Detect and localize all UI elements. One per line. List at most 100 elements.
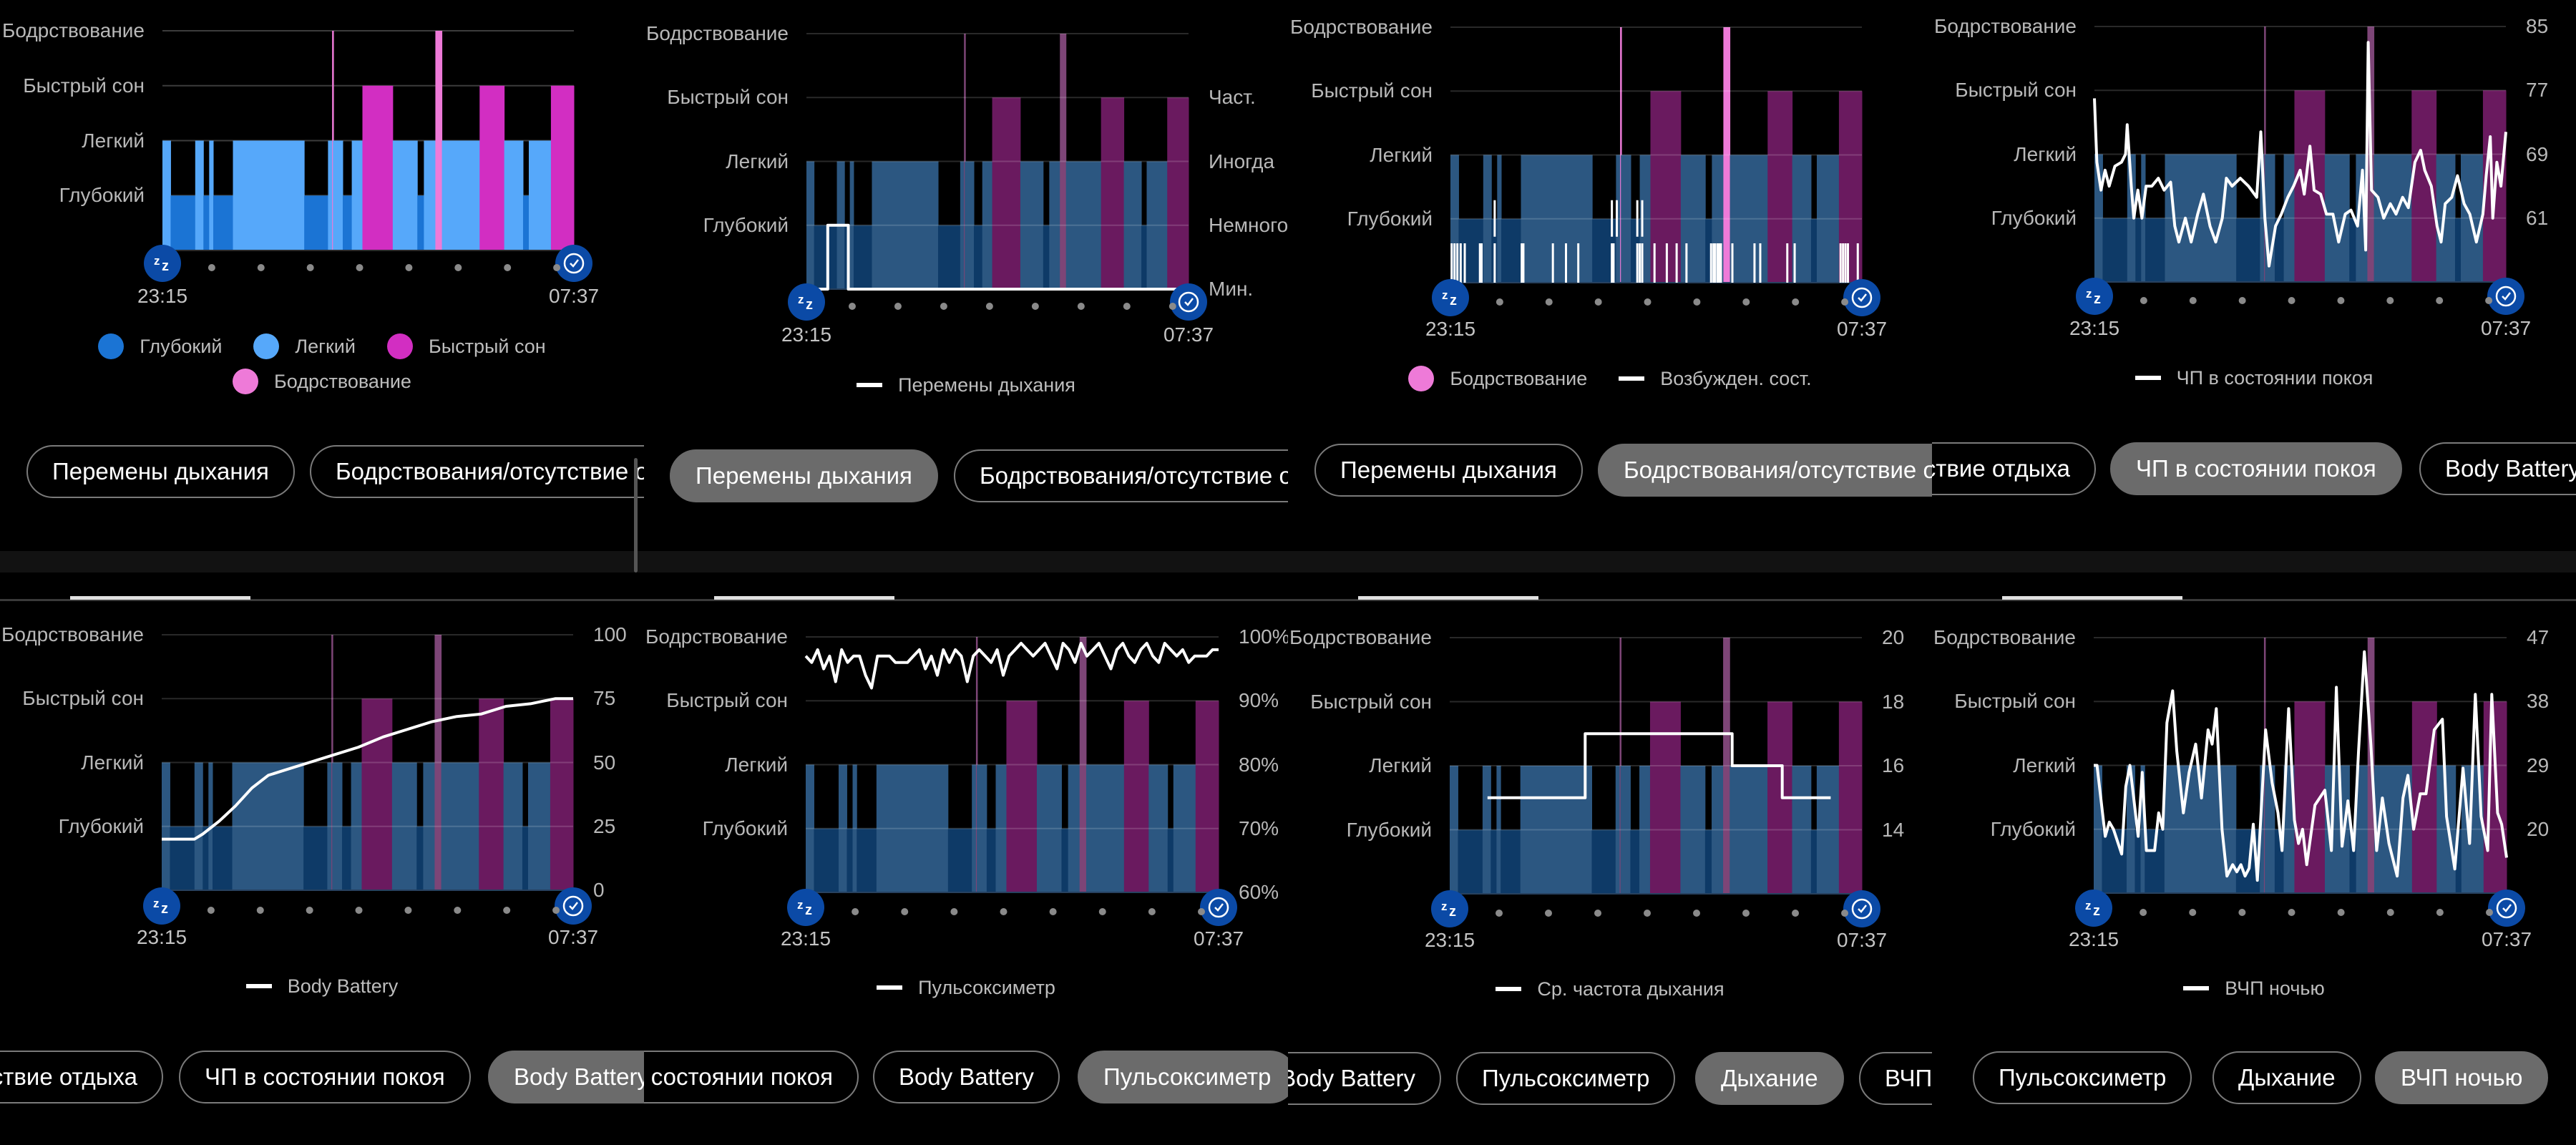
timeline-dot <box>950 908 958 915</box>
metric-chip-button[interactable]: Бодрствования/отсутствие отдыха <box>1598 444 1932 497</box>
timeline-dot <box>257 264 265 271</box>
stage-segment-deep <box>2349 829 2357 893</box>
timeline-dot <box>2337 909 2345 916</box>
metric-chip-button[interactable]: Перемены дыхания <box>670 449 938 502</box>
stage-segment-light <box>1085 764 1125 892</box>
metric-chip-button[interactable]: Перемены дыхания <box>1314 444 1583 497</box>
timeline-dot <box>1693 298 1701 306</box>
svg-text:z: z <box>161 901 168 917</box>
timeline-dot <box>552 907 560 914</box>
stage-segment-light <box>876 764 949 892</box>
legend: Бодрствование Возбужден. сост. <box>1288 366 1932 391</box>
metric-chip-button[interactable]: ЧП в состоянии покоя <box>179 1051 471 1103</box>
active-tab-underline[interactable] <box>1358 596 1538 600</box>
stage-label-awake: Бодрствование <box>645 625 788 648</box>
active-tab-underline[interactable] <box>714 596 894 600</box>
metric-chip-button[interactable]: ВЧП ночью <box>2375 1051 2549 1104</box>
right-axis-tick: Иногда <box>1209 150 1275 172</box>
stage-segment-light <box>441 762 479 890</box>
legend: Бодрствование <box>0 369 644 394</box>
stage-segment-deep <box>1167 828 1174 892</box>
metric-chip-button[interactable]: ЧП в состоянии покоя <box>2110 442 2402 495</box>
timeline-dot <box>454 907 462 914</box>
stage-segment-rem <box>1123 701 1149 892</box>
timeline-dot <box>940 303 947 310</box>
stage-segment-deep <box>213 826 233 890</box>
right-axis-tick: 50 <box>593 751 616 774</box>
metric-chip-button[interactable]: Body Battery <box>1288 1052 1441 1105</box>
right-axis-tick: Мин. <box>1209 278 1254 300</box>
active-tab-underline[interactable] <box>2002 596 2182 600</box>
svg-text:z: z <box>1449 904 1456 920</box>
metric-chip-button[interactable]: Пульсоксиметр <box>1456 1052 1676 1105</box>
timeline-dot <box>2436 909 2444 916</box>
stage-segment-light <box>1497 155 1502 283</box>
stage-segment-light <box>391 762 417 890</box>
metric-chip-button[interactable]: ЧП в состоянии покоя <box>644 1051 859 1103</box>
stage-segment-light <box>162 140 171 250</box>
timeline-dot <box>1742 910 1750 917</box>
stage-segment-light <box>982 161 993 289</box>
panel-pulse-ox: z z Бодрствование Быстрый сон Легкий Глубокий… <box>644 572 1288 1145</box>
metric-chip-button[interactable]: Body Battery <box>873 1051 1060 1103</box>
scrollbar[interactable] <box>634 458 638 572</box>
arousal-tick <box>1612 243 1615 283</box>
alarm-clock-icon <box>1843 279 1880 316</box>
metric-chip-button[interactable]: Дыхание <box>2212 1051 2361 1104</box>
stage-segment-light <box>1729 155 1768 283</box>
metric-chip-button[interactable]: Дыхание <box>1695 1052 1844 1105</box>
stage-segment-light <box>1816 766 1840 894</box>
panel-respiration: z z Бодрствование Быстрый сон Легкий Глубокий… <box>1288 572 1932 1145</box>
metric-chip-button[interactable]: Бодрствования/отсутствие отдыха <box>310 445 644 498</box>
start-time: 23:15 <box>137 285 188 307</box>
stage-segment-light <box>1620 766 1631 894</box>
stage-segment-light <box>392 140 418 250</box>
timeline-dot <box>2386 297 2394 304</box>
stage-segment-deep <box>341 826 352 890</box>
stage-segment-deep <box>2454 218 2462 282</box>
stage-segment-deep <box>2274 218 2285 282</box>
svg-text:z: z <box>798 293 804 306</box>
metric-chip-button[interactable]: Пульсоксиметр <box>1973 1051 2192 1104</box>
metric-chip-button[interactable]: Бодрствования/отсутствие отдыха <box>954 449 1288 502</box>
stage-segment-deep <box>2236 218 2260 282</box>
arousal-tick <box>1719 243 1722 283</box>
panel-body-battery: z z Бодрствование Быстрый сон Легкий Глубокий… <box>0 572 644 1145</box>
metric-chip-button[interactable]: ВЧП <box>1859 1052 1932 1105</box>
timeline-dot <box>1148 908 1156 915</box>
stage-segment-rem <box>1838 701 1863 894</box>
legend-label: Пульсоксиметр <box>918 977 1055 998</box>
svg-text:z: z <box>805 902 812 918</box>
stage-segment-deep <box>857 828 877 892</box>
stage-segment-deep <box>1591 829 1616 894</box>
stage-segment-deep <box>1043 225 1050 289</box>
timeline-dot <box>1169 303 1176 310</box>
legend: Пульсоксиметр <box>644 975 1288 1000</box>
stage-segment-light <box>2140 765 2145 893</box>
end-time: 07:37 <box>1836 929 1888 951</box>
stage-segment-light <box>332 762 343 890</box>
arousal-tick <box>1459 243 1462 283</box>
series-line-overnight-hrv <box>2094 650 2508 882</box>
metric-chip-button[interactable]: Body Battery <box>488 1051 644 1103</box>
svg-text:z: z <box>2093 903 2100 919</box>
stage-label-deep: Глубокий <box>59 184 145 207</box>
metric-chip-button[interactable]: Бодрствования/отсутствие отдыха <box>1932 442 2096 495</box>
metric-chip-button[interactable]: Бодрствования/отсутствие отдыха <box>0 1051 163 1103</box>
legend-label: ВЧП ночью <box>2225 978 2325 999</box>
stage-label-deep: Глубокий <box>703 213 789 236</box>
active-tab-underline[interactable] <box>70 596 250 600</box>
stage-segment-rem <box>479 698 504 890</box>
metric-chip-button[interactable]: Body Battery <box>2419 442 2576 495</box>
stage-segment-deep <box>853 225 872 289</box>
stage-label-rem: Быстрый сон <box>667 86 789 109</box>
end-time: 07:37 <box>1836 318 1888 340</box>
metric-chip-button[interactable]: Пульсоксиметр <box>1078 1051 1288 1103</box>
arousal-tick <box>1522 243 1525 283</box>
metric-chip-button[interactable]: Перемены дыхания <box>26 445 295 498</box>
timeline-dot <box>1594 298 1602 306</box>
arousal-tick <box>1844 243 1847 283</box>
arousal-tick <box>1453 243 1456 283</box>
